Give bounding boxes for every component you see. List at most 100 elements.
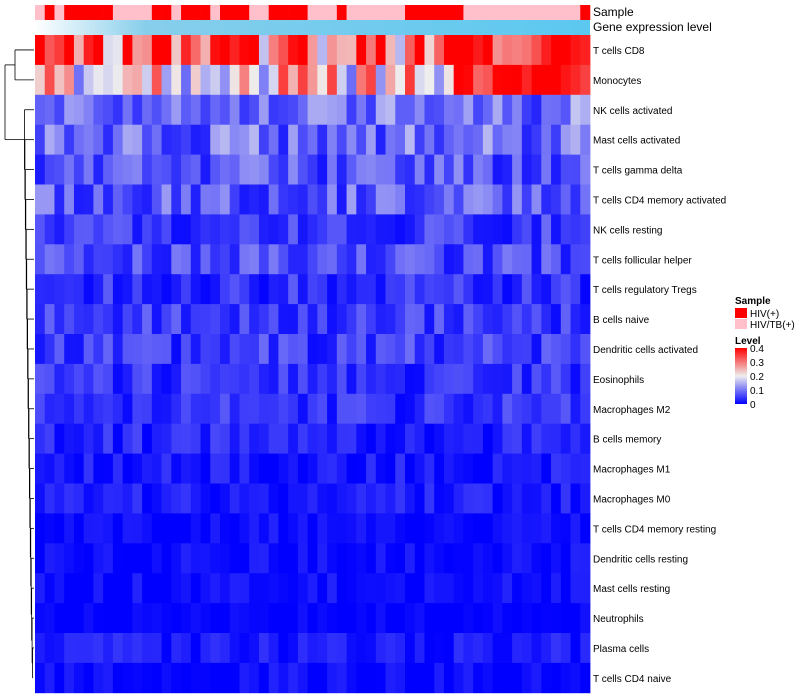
- heatmap-cell: [190, 453, 201, 484]
- heatmap-cell: [249, 274, 260, 305]
- heatmap-cell: [482, 64, 494, 96]
- heatmap-cell: [200, 423, 211, 454]
- heatmap-cell: [239, 662, 250, 694]
- heatmap-cell: [473, 363, 484, 395]
- heatmap-cell: [239, 483, 250, 514]
- heatmap-cell: [551, 573, 562, 604]
- heatmap-cell: [473, 334, 484, 365]
- heatmap-cell: [405, 94, 416, 126]
- heatmap-cell: [297, 35, 309, 66]
- heatmap-cell: [35, 94, 46, 126]
- sample-annotation-cell: [142, 5, 153, 20]
- heatmap-cell: [560, 513, 571, 544]
- heatmap-cell: [278, 662, 289, 694]
- heatmap-cell: [375, 633, 386, 664]
- heatmap-cell: [297, 483, 309, 514]
- heatmap-cell: [482, 513, 494, 544]
- heatmap-cell: [570, 244, 581, 275]
- heatmap-cell: [560, 453, 571, 484]
- heatmap-cell: [453, 573, 464, 604]
- heatmap-cell: [405, 603, 416, 634]
- heatmap-cell: [521, 573, 532, 604]
- heatmap-cell: [560, 603, 571, 634]
- heatmap-cell: [44, 94, 55, 126]
- heatmap-cell: [551, 603, 562, 634]
- heatmap-cell: [220, 423, 231, 454]
- heatmap-cell: [453, 393, 464, 425]
- heatmap-cell: [249, 453, 260, 484]
- heatmap-cell: [453, 214, 464, 245]
- heatmap-cell: [181, 543, 192, 574]
- heatmap-cell: [473, 573, 484, 604]
- heatmap-cell: [317, 573, 328, 604]
- heatmap-cell: [210, 543, 221, 574]
- heatmap-cell: [83, 244, 94, 275]
- heatmap-cell: [375, 214, 386, 245]
- heatmap-cell: [307, 35, 318, 66]
- heatmap-cell: [463, 603, 474, 634]
- heatmap-cell: [551, 184, 562, 215]
- sample-annotation-cell: [453, 5, 464, 20]
- heatmap-cell: [453, 453, 464, 484]
- heatmap-cell: [327, 334, 338, 365]
- heatmap-cell: [463, 633, 474, 664]
- heatmap-cell: [249, 633, 260, 664]
- heatmap-cell: [492, 483, 503, 514]
- heatmap-cell: [122, 483, 133, 514]
- sample-annotation-cell: [346, 5, 357, 20]
- heatmap-cell: [64, 64, 75, 96]
- heatmap-cell: [122, 64, 133, 96]
- heatmap-cell: [171, 64, 182, 96]
- heatmap-cell: [54, 453, 65, 484]
- heatmap-cell: [405, 274, 416, 305]
- heatmap-cell: [122, 453, 133, 484]
- heatmap-cell: [473, 244, 484, 275]
- heatmap-cell: [541, 334, 552, 365]
- heatmap-cell: [336, 184, 347, 215]
- heatmap-cell: [190, 543, 201, 574]
- heatmap-cell: [434, 573, 445, 604]
- heatmap-cell: [492, 363, 503, 395]
- heatmap-cell: [570, 274, 581, 305]
- legend-label-hiv: HIV(+): [750, 309, 779, 320]
- heatmap-cell: [268, 423, 279, 454]
- heatmap-cell: [307, 334, 318, 365]
- heatmap-cell: [541, 393, 552, 425]
- heatmap-cell: [132, 633, 143, 664]
- heatmap-cell: [327, 483, 338, 514]
- heatmap-cell: [463, 94, 474, 126]
- heatmap-cell: [288, 363, 299, 395]
- heatmap-cell: [122, 543, 133, 574]
- heatmap-cell: [151, 543, 162, 574]
- heatmap-cell: [424, 513, 435, 544]
- heatmap-cell: [297, 363, 309, 395]
- heatmap-cell: [424, 453, 435, 484]
- heatmap-cell: [44, 124, 55, 155]
- heatmap-cell: [132, 513, 143, 544]
- heatmap-cell: [142, 393, 153, 425]
- row-label: T cells CD4 naive: [593, 674, 672, 685]
- heatmap-cell: [151, 513, 162, 544]
- row-label: Macrophages M1: [593, 465, 671, 476]
- heatmap-cell: [73, 513, 85, 544]
- heatmap-cell: [551, 513, 562, 544]
- sample-annotation-cell: [268, 5, 279, 20]
- heatmap-cell: [93, 662, 104, 694]
- heatmap-cell: [258, 573, 270, 604]
- heatmap-cell: [171, 513, 182, 544]
- heatmap-cell: [443, 483, 455, 514]
- heatmap-cell: [112, 573, 124, 604]
- heatmap-cell: [502, 94, 513, 126]
- sample-annotation-cell: [64, 5, 75, 20]
- heatmap-cell: [346, 334, 357, 365]
- heatmap-cell: [395, 94, 406, 126]
- heatmap-cell: [161, 573, 172, 604]
- row-label: Macrophages M0: [593, 494, 671, 505]
- heatmap-cell: [502, 633, 513, 664]
- heatmap-cell: [570, 363, 581, 395]
- heatmap-cell: [521, 543, 532, 574]
- heatmap-cell: [112, 513, 124, 544]
- heatmap-cell: [229, 304, 240, 335]
- heatmap-cell: [210, 304, 221, 335]
- heatmap-cell: [541, 603, 552, 634]
